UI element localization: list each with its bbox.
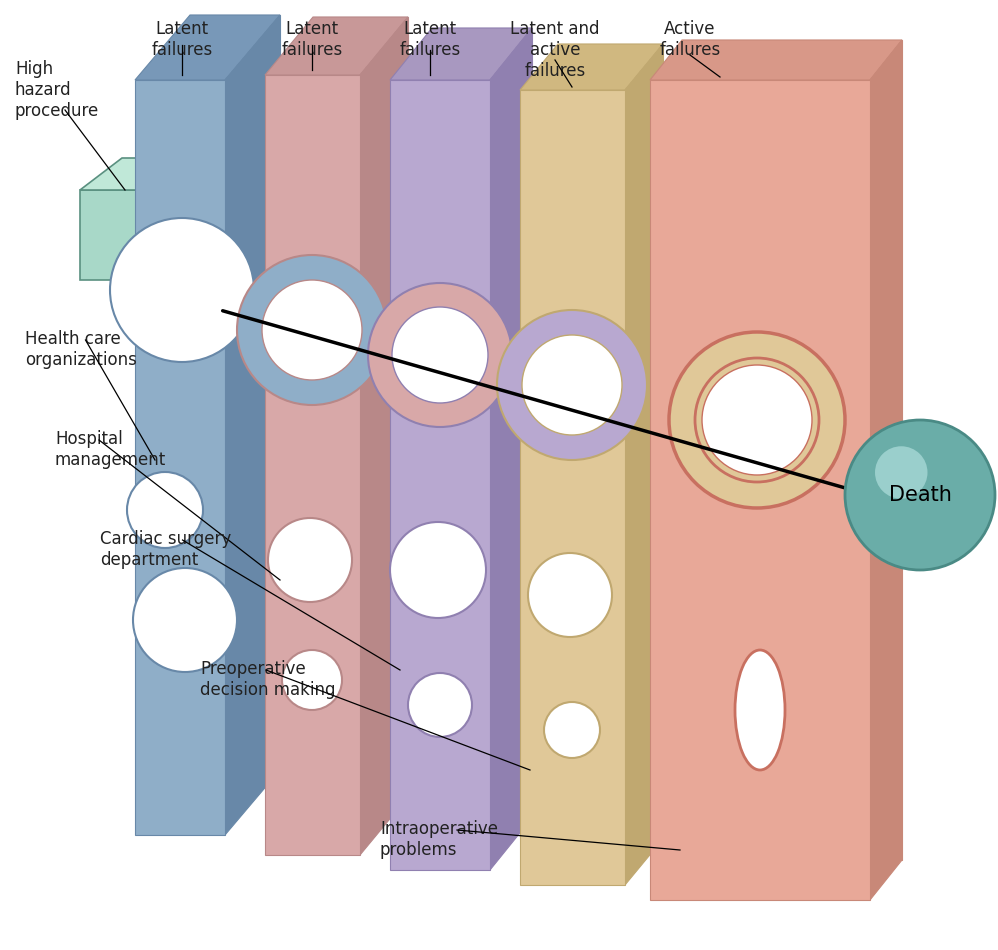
Polygon shape	[870, 40, 902, 900]
Circle shape	[544, 702, 600, 758]
Text: Preoperative
decision making: Preoperative decision making	[200, 660, 335, 699]
Polygon shape	[432, 28, 532, 818]
Polygon shape	[360, 17, 408, 855]
Circle shape	[392, 307, 488, 403]
Polygon shape	[625, 44, 663, 885]
Text: High
hazard
procedure: High hazard procedure	[15, 60, 99, 120]
Polygon shape	[265, 75, 360, 855]
Circle shape	[110, 218, 254, 362]
Polygon shape	[650, 80, 870, 900]
Text: Cardiac surgery
department: Cardiac surgery department	[100, 530, 232, 569]
Text: Health care
organizations: Health care organizations	[25, 330, 137, 369]
Text: Latent and
active
failures: Latent and active failures	[510, 20, 600, 80]
Polygon shape	[490, 28, 532, 870]
Circle shape	[669, 332, 845, 508]
Circle shape	[127, 472, 203, 548]
Circle shape	[845, 420, 995, 570]
Text: Intraoperative
problems: Intraoperative problems	[380, 820, 498, 859]
Circle shape	[237, 255, 387, 405]
Polygon shape	[682, 40, 902, 860]
Circle shape	[133, 568, 237, 672]
Ellipse shape	[735, 650, 785, 770]
Polygon shape	[135, 80, 225, 835]
Text: Death: Death	[888, 485, 951, 505]
Polygon shape	[390, 28, 532, 80]
Polygon shape	[190, 15, 280, 770]
Circle shape	[497, 310, 647, 460]
Polygon shape	[520, 90, 625, 885]
Polygon shape	[225, 15, 280, 835]
Polygon shape	[80, 158, 212, 190]
Circle shape	[528, 553, 612, 637]
Polygon shape	[650, 40, 902, 80]
Text: Active
failures: Active failures	[660, 20, 721, 59]
Text: Latent
failures: Latent failures	[152, 20, 213, 59]
Text: Latent
failures: Latent failures	[399, 20, 461, 59]
Polygon shape	[170, 158, 212, 280]
Circle shape	[408, 673, 472, 737]
Text: Latent
failures: Latent failures	[281, 20, 342, 59]
Circle shape	[695, 358, 819, 482]
Circle shape	[368, 283, 512, 427]
Circle shape	[702, 365, 812, 475]
Text: Hospital
management: Hospital management	[55, 430, 167, 468]
Polygon shape	[390, 80, 490, 870]
Circle shape	[268, 518, 352, 602]
Polygon shape	[135, 15, 280, 80]
Circle shape	[390, 522, 486, 618]
Polygon shape	[80, 190, 170, 280]
Polygon shape	[265, 17, 408, 75]
Polygon shape	[558, 44, 663, 839]
Polygon shape	[313, 17, 408, 797]
Circle shape	[522, 335, 622, 435]
Polygon shape	[520, 44, 663, 90]
Circle shape	[262, 280, 362, 380]
Circle shape	[282, 650, 342, 710]
Circle shape	[875, 446, 927, 499]
